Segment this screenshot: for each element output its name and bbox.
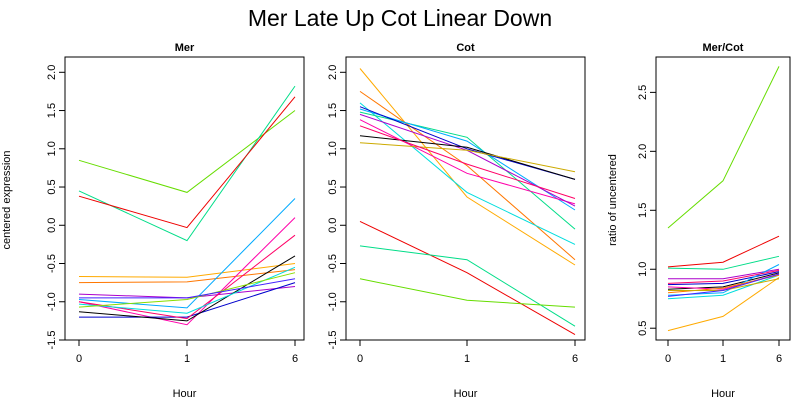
series-line-8 (79, 282, 296, 318)
y-tick-label: -1.5 (327, 331, 339, 350)
y-tick-label: 1.5 (637, 203, 649, 218)
series-line-10 (359, 125, 576, 199)
series-line-3 (667, 277, 780, 332)
x-axis-label: Hour (173, 388, 197, 400)
y-tick-label: 0.0 (327, 218, 339, 233)
y-tick-label: 1.0 (637, 262, 649, 277)
series-line-12 (78, 272, 296, 308)
series-line-12 (667, 269, 780, 284)
x-tick-label: 6 (572, 353, 578, 365)
series-line-9 (78, 255, 296, 322)
y-tick-label: 0.5 (46, 179, 58, 194)
y-tick-label: -0.5 (46, 254, 58, 273)
series-line-4 (668, 268, 780, 280)
series-line-1 (78, 85, 296, 242)
y-tick-label: -1.0 (327, 292, 339, 311)
y-tick-label: 2.0 (637, 144, 649, 159)
y-axis-label: centered expression (1, 150, 13, 249)
y-tick-label: 0.5 (637, 321, 649, 336)
y-tick-label: 0.0 (46, 218, 58, 233)
main-title-text: Mer Late Up Cot Linear Down (247, 5, 553, 31)
series-line-2 (78, 96, 296, 229)
series-line-5 (359, 119, 576, 205)
series-line-9 (667, 274, 780, 300)
panel-title: Cot (456, 42, 475, 54)
y-tick-label: 2.0 (327, 65, 339, 80)
series-line-12 (359, 245, 576, 327)
series-line-8 (359, 135, 576, 180)
x-tick-label: 6 (292, 353, 298, 365)
series-line-0 (78, 110, 296, 193)
y-tick-label: -0.5 (327, 254, 339, 273)
y-tick-label: 1.5 (46, 103, 58, 118)
series-line-7 (359, 106, 576, 180)
y-tick-label: 0.5 (327, 179, 339, 194)
series-line-1 (359, 90, 576, 261)
x-tick-label: 0 (76, 353, 82, 365)
x-tick-label: 0 (357, 353, 363, 365)
series-line-0 (359, 68, 576, 266)
series-line-13 (667, 273, 780, 297)
series-line-9 (359, 142, 576, 173)
x-tick-label: 1 (184, 353, 190, 365)
y-tick-label: -1.5 (46, 331, 58, 350)
series-line-11 (359, 220, 576, 336)
series-line-5 (78, 198, 296, 309)
x-tick-label: 1 (720, 353, 726, 365)
series-line-0 (667, 66, 780, 229)
y-tick-label: 1.5 (327, 103, 339, 118)
series-line-6 (78, 217, 296, 326)
y-tick-label: 2.0 (46, 65, 58, 80)
x-tick-label: 0 (665, 353, 671, 365)
series-line-7 (78, 286, 296, 299)
series-line-2 (667, 255, 780, 270)
x-axis-label: Hour (711, 388, 735, 400)
x-tick-label: 1 (464, 353, 470, 365)
series-line-5 (667, 271, 780, 286)
plot-frame (345, 56, 586, 341)
y-tick-label: 1.0 (46, 141, 58, 156)
panel-title: Mer/Cot (703, 42, 744, 54)
series-line-4 (78, 269, 296, 284)
series-line-11 (78, 266, 296, 314)
plot-frame (655, 56, 791, 341)
x-axis-label: Hour (454, 388, 478, 400)
chart-panel-0: Mer -1.5 -1.0 -0.5 0.0 0.5 1.0 1.5 2.0 0 1 6 Hour cen… (1, 42, 305, 400)
series-line-1 (667, 235, 780, 268)
chart-panel-2: Mer/Cot 0.5 1.0 1.5 2.0 2.5 0 1 6 Hour ratio of un… (607, 42, 791, 400)
panel-title: Mer (175, 42, 195, 54)
series-line-13 (359, 278, 576, 308)
x-tick-label: 6 (776, 353, 782, 365)
series-line-2 (359, 102, 576, 245)
chart-panel-1: Cot -1.5 -1.0 -0.5 0.0 0.5 1.0 1.5 2.0 0 1 6 Hour (327, 42, 586, 400)
y-axis-label: ratio of uncentered (607, 154, 619, 246)
y-tick-label: 2.5 (637, 85, 649, 100)
y-tick-label: 1.0 (327, 141, 339, 156)
series-line-3 (78, 263, 296, 278)
y-tick-label: -1.0 (46, 292, 58, 311)
series-line-13 (79, 278, 296, 299)
series-line-6 (667, 272, 780, 290)
plot-frame (64, 56, 305, 341)
main-title: Mer Late Up Cot Linear Down (0, 5, 800, 32)
